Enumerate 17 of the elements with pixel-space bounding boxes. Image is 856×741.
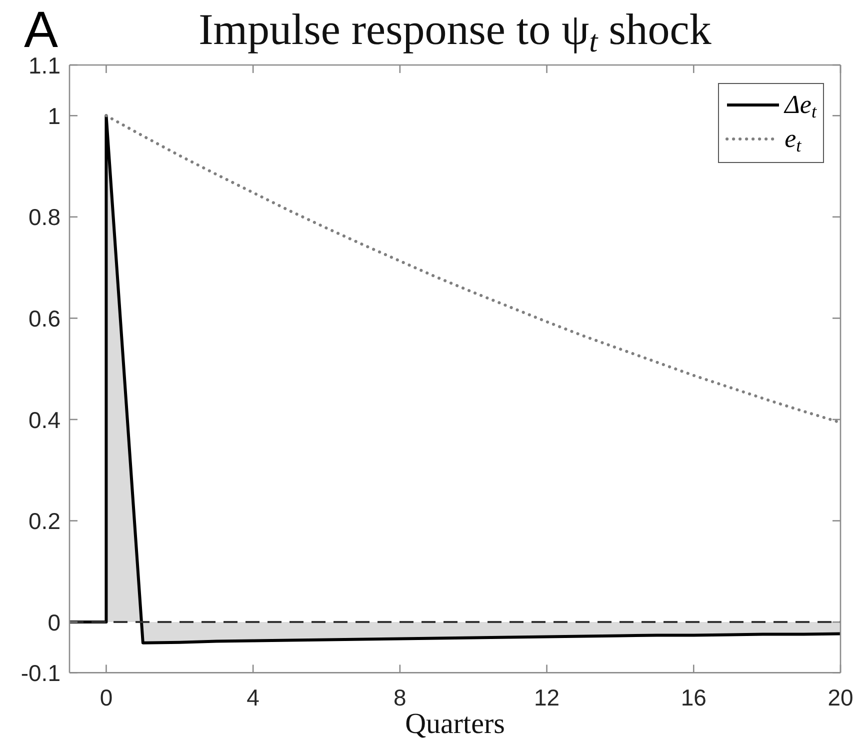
x-tick-label: 8 bbox=[394, 684, 406, 711]
y-tick-label: 0.2 bbox=[28, 508, 60, 534]
y-tick-label: 0 bbox=[48, 609, 60, 636]
x-tick-label: 0 bbox=[100, 684, 113, 711]
y-tick-label: 0.6 bbox=[28, 305, 60, 332]
y-tick-label: 0.8 bbox=[28, 204, 60, 230]
chart-title: Impulse response to ψ$_{t}$ shock bbox=[198, 5, 712, 59]
x-tick-label: 12 bbox=[534, 684, 560, 711]
x-tick-label: 20 bbox=[828, 684, 854, 711]
x-tick-label: 16 bbox=[680, 684, 706, 711]
x-axis-title: Quarters bbox=[404, 708, 506, 740]
legend-label: Δe$_{t}$ bbox=[784, 90, 816, 122]
y-tick-label: -0.1 bbox=[20, 660, 60, 686]
y-tick-label: 1 bbox=[48, 102, 60, 129]
y-tick-label: 0.4 bbox=[28, 406, 61, 433]
legend-label: e$_{t}$ bbox=[784, 124, 802, 156]
x-tick-label: 4 bbox=[246, 684, 260, 711]
